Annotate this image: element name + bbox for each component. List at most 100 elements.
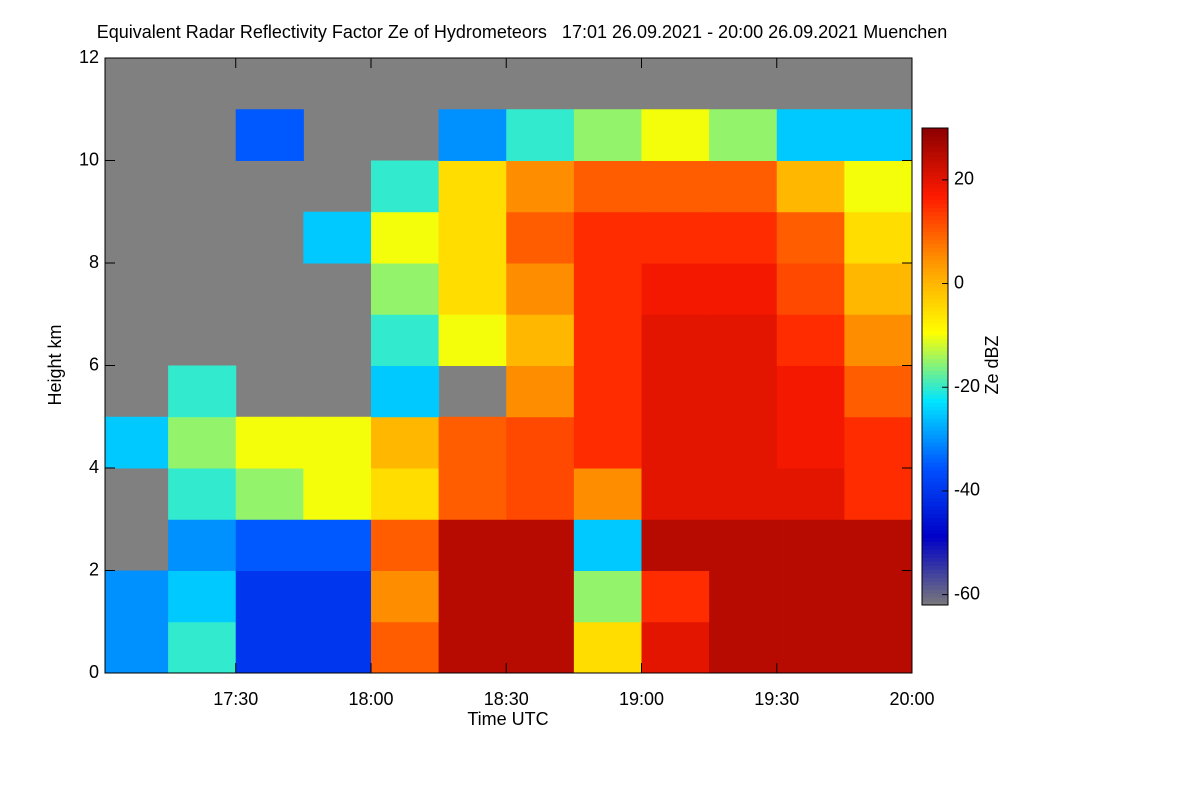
heatmap-cell <box>235 109 304 161</box>
colorbar-segment <box>922 155 948 161</box>
heatmap-cell <box>709 109 778 161</box>
heatmap-cell <box>370 263 440 315</box>
colorbar-segment <box>922 235 948 240</box>
colorbar-segment <box>922 358 948 364</box>
colorbar-segment <box>922 207 948 212</box>
colorbar-segment <box>922 171 948 177</box>
heatmap-cell <box>709 468 778 520</box>
colorbar-segment <box>922 251 948 256</box>
colorbar-segment <box>922 485 948 491</box>
y-tick-label: 8 <box>89 252 99 272</box>
colorbar-segment <box>922 259 948 264</box>
y-tick-label: 12 <box>79 47 99 67</box>
heatmap-cell <box>438 109 507 161</box>
colorbar-segment <box>922 457 948 463</box>
colorbar-segment <box>922 513 948 519</box>
heatmap-cell <box>506 468 575 520</box>
colorbar-tick-label: 20 <box>954 169 974 189</box>
colorbar-segment <box>922 191 948 197</box>
colorbar-segment <box>922 310 948 316</box>
colorbar-segment <box>922 362 948 367</box>
heatmap-cell <box>573 160 642 213</box>
heatmap-cell <box>573 314 642 366</box>
colorbar-segment <box>922 366 948 371</box>
colorbar-segment <box>922 461 948 467</box>
heatmap-cell <box>506 621 575 674</box>
colorbar-segment <box>922 406 948 411</box>
colorbar-segment <box>922 350 948 356</box>
heatmap-cell <box>105 416 169 469</box>
heatmap-cell <box>370 365 440 418</box>
colorbar-segment <box>922 525 948 530</box>
heatmap-cell <box>641 211 710 264</box>
colorbar-segment <box>922 493 948 499</box>
heatmap-cell <box>844 314 913 366</box>
colorbar-segment <box>922 346 948 352</box>
colorbar-tick-label: -60 <box>954 583 980 603</box>
colorbar-tick-label: 0 <box>954 272 964 292</box>
colorbar-segment <box>922 422 948 427</box>
colorbar-segment <box>922 143 948 149</box>
heatmap-cell <box>438 519 507 571</box>
heatmap-cell <box>506 109 575 161</box>
colorbar-segment <box>922 139 948 145</box>
colorbar-segment <box>922 449 948 455</box>
colorbar-segment <box>922 223 948 228</box>
heatmap-cell <box>573 365 642 418</box>
x-tick-label: 18:00 <box>348 689 393 709</box>
heatmap-cell <box>776 211 845 264</box>
y-tick-label: 2 <box>89 559 99 579</box>
heatmap-cell <box>506 314 575 366</box>
colorbar-segment <box>922 398 948 403</box>
heatmap-cell <box>776 416 845 469</box>
heatmap-cell <box>844 211 913 264</box>
heatmap-cell <box>506 570 575 623</box>
heatmap-cell <box>105 621 169 674</box>
colorbar-frame <box>921 127 949 606</box>
heatmap-cell <box>235 570 304 623</box>
colorbar-segment <box>922 330 948 336</box>
heatmap-cell <box>573 263 642 315</box>
heatmap-cell <box>844 468 913 520</box>
heatmap-cell <box>776 621 845 674</box>
colorbar-segment <box>922 529 948 534</box>
heatmap-cell <box>438 416 507 469</box>
colorbar-segment <box>922 302 948 308</box>
heatmap-cell <box>573 570 642 623</box>
colorbar-segment <box>922 267 948 272</box>
heatmap-cell <box>438 621 507 674</box>
colorbar-segment <box>922 465 948 471</box>
colorbar-segment <box>922 497 948 503</box>
colorbar-segment <box>922 434 948 439</box>
heatmap-cell <box>303 468 372 520</box>
colorbar-segment <box>922 131 948 137</box>
colorbar-segment <box>922 378 948 383</box>
colorbar-segment <box>922 569 948 574</box>
heatmap-cell <box>709 314 778 366</box>
colorbar-segment <box>922 549 948 554</box>
heatmap-cell <box>709 263 778 315</box>
colorbar-segment <box>922 442 948 447</box>
colorbar-segment <box>922 505 948 511</box>
colorbar-segment <box>922 151 948 157</box>
colorbar-segment <box>922 573 948 578</box>
heatmap-cell <box>709 160 778 213</box>
heatmap-cell <box>573 519 642 571</box>
colorbar-segment <box>922 338 948 344</box>
colorbar-segment <box>922 557 948 562</box>
heatmap-cell <box>370 621 440 674</box>
colorbar-segment <box>922 386 948 391</box>
colorbar-segment <box>922 509 948 515</box>
heatmap-cell <box>168 570 237 623</box>
heatmap-cell <box>370 211 440 264</box>
colorbar-segment <box>922 561 948 566</box>
heatmap-cell <box>438 160 507 213</box>
colorbar-segment <box>922 589 948 594</box>
heatmap-cell <box>438 468 507 520</box>
heatmap-cell <box>235 621 304 674</box>
heatmap-cell <box>776 314 845 366</box>
heatmap-cell <box>235 468 304 520</box>
heatmap-cell <box>641 621 710 674</box>
colorbar-segment <box>922 597 948 602</box>
